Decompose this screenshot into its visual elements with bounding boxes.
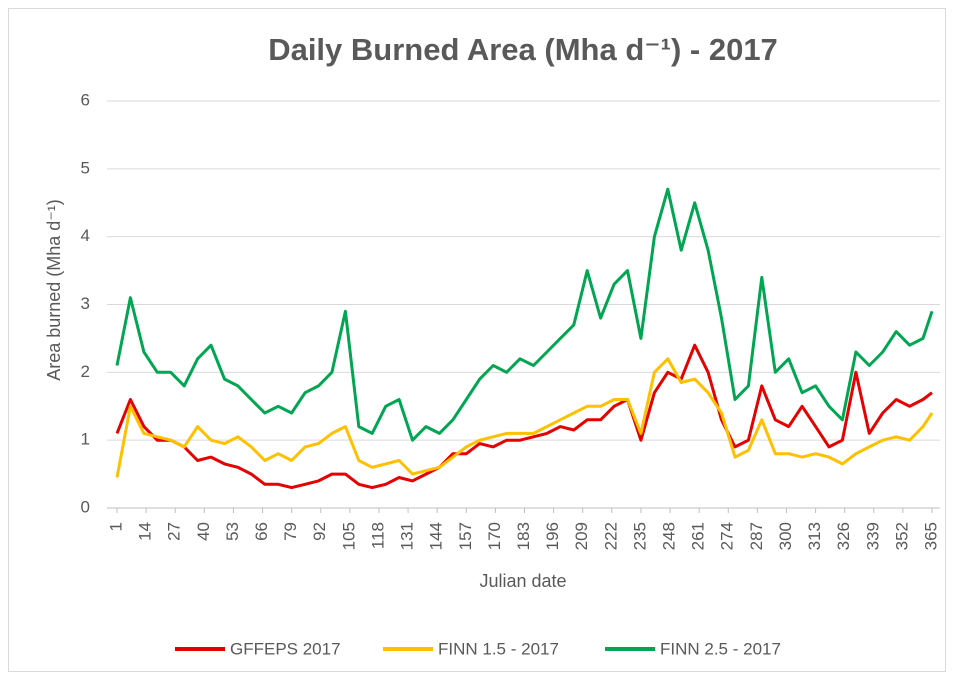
legend-label: FINN 2.5 - 2017 bbox=[660, 639, 781, 658]
x-tick-label: 365 bbox=[921, 522, 940, 550]
x-tick-label: 53 bbox=[223, 522, 242, 541]
x-tick-label: 339 bbox=[863, 522, 882, 550]
chart-border bbox=[8, 8, 946, 672]
y-tick-label: 0 bbox=[81, 497, 90, 516]
x-tick-label: 248 bbox=[660, 522, 679, 550]
x-tick-label: 235 bbox=[630, 522, 649, 550]
x-tick-label: 274 bbox=[718, 522, 737, 550]
x-axis-title: Julian date bbox=[479, 571, 566, 591]
x-tick-label: 131 bbox=[398, 522, 417, 550]
x-tick-label: 92 bbox=[310, 522, 329, 541]
series-line bbox=[115, 187, 934, 442]
x-tick-label: 313 bbox=[805, 522, 824, 550]
y-tick-label: 1 bbox=[81, 430, 90, 449]
x-tick-label: 287 bbox=[747, 522, 766, 550]
y-tick-label: 6 bbox=[81, 90, 90, 109]
x-tick-label: 352 bbox=[892, 522, 911, 550]
x-tick-label: 1 bbox=[106, 522, 125, 531]
y-axis-title: Area burned (Mha d⁻¹) bbox=[44, 199, 64, 381]
x-tick-label: 66 bbox=[252, 522, 271, 541]
legend-label: GFFEPS 2017 bbox=[230, 639, 341, 658]
x-tick-label: 40 bbox=[194, 522, 213, 541]
x-tick-label: 144 bbox=[427, 522, 446, 550]
x-tick-label: 261 bbox=[689, 522, 708, 550]
y-tick-label: 2 bbox=[81, 362, 90, 381]
x-tick-label: 326 bbox=[834, 522, 853, 550]
y-tick-label: 3 bbox=[81, 294, 90, 313]
x-tick-label: 118 bbox=[368, 522, 387, 549]
x-tick-label: 157 bbox=[456, 522, 475, 550]
x-tick-label: 170 bbox=[485, 522, 504, 550]
x-tick-label: 222 bbox=[601, 522, 620, 550]
x-tick-label: 14 bbox=[136, 522, 155, 541]
legend-label: FINN 1.5 - 2017 bbox=[438, 639, 559, 658]
x-tick-label: 300 bbox=[776, 522, 795, 550]
x-tick-label: 196 bbox=[543, 522, 562, 550]
x-tick-label: 79 bbox=[281, 522, 300, 541]
y-tick-label: 4 bbox=[81, 226, 90, 245]
chart-title: Daily Burned Area (Mha d⁻¹) - 2017 bbox=[268, 32, 778, 67]
x-tick-label: 27 bbox=[165, 522, 184, 541]
x-tick-label: 209 bbox=[572, 522, 591, 550]
y-tick-label: 5 bbox=[81, 158, 90, 177]
x-tick-label: 183 bbox=[514, 522, 533, 550]
series-line bbox=[115, 343, 933, 490]
series-line bbox=[115, 357, 934, 478]
x-tick-label: 105 bbox=[339, 522, 358, 550]
